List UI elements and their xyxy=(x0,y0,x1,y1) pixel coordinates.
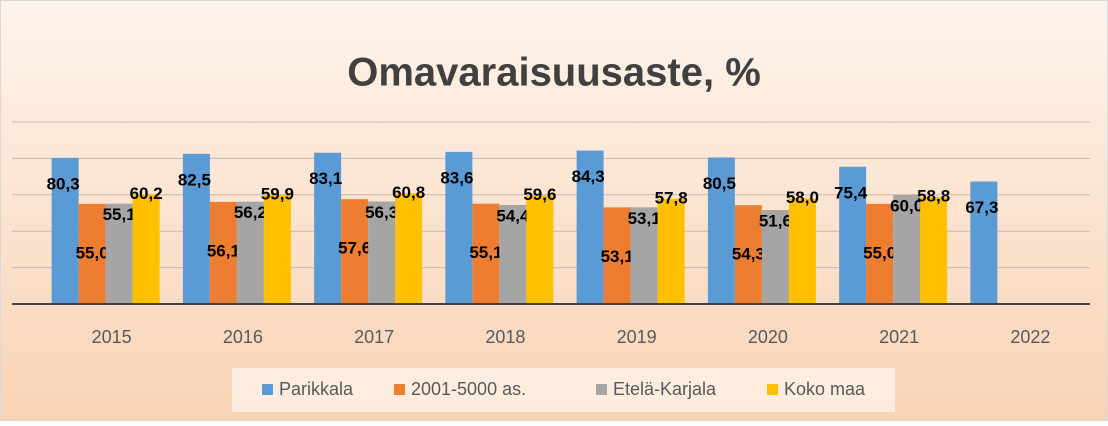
x-tick-label: 2019 xyxy=(617,327,657,347)
data-label: 55,1 xyxy=(469,243,502,262)
bar xyxy=(499,204,527,304)
bar xyxy=(603,207,631,304)
data-label: 56,2 xyxy=(234,203,267,222)
data-label: 83,6 xyxy=(440,168,473,187)
bar xyxy=(920,196,948,304)
data-label: 82,5 xyxy=(178,170,211,189)
bar xyxy=(263,194,291,304)
data-label: 58,8 xyxy=(917,186,950,205)
x-tick-label: 2017 xyxy=(354,327,394,347)
data-label: 58,0 xyxy=(786,188,819,207)
bar xyxy=(368,201,396,304)
data-label: 55,1 xyxy=(103,205,136,224)
bar xyxy=(788,198,816,304)
data-label: 60,8 xyxy=(392,183,425,202)
x-tick-label: 2018 xyxy=(485,327,525,347)
data-label: 60,0 xyxy=(890,196,923,215)
bar xyxy=(707,157,735,304)
bar xyxy=(630,207,658,304)
bar xyxy=(182,153,210,304)
bar xyxy=(576,150,604,304)
data-label: 54,3 xyxy=(732,245,765,264)
bar xyxy=(893,194,921,304)
legend-swatch xyxy=(596,384,607,395)
legend-swatch xyxy=(262,384,273,395)
bar xyxy=(970,181,998,304)
data-label: 75,4 xyxy=(834,183,868,202)
bar xyxy=(472,203,500,304)
bar xyxy=(657,198,685,304)
data-label: 67,3 xyxy=(965,198,998,217)
data-label: 51,6 xyxy=(759,212,792,231)
bar xyxy=(105,203,133,304)
legend-label: 2001-5000 as. xyxy=(411,379,526,399)
data-label: 60,2 xyxy=(130,184,163,203)
data-label: 56,3 xyxy=(365,203,398,222)
bar xyxy=(236,201,264,304)
data-label: 55,0 xyxy=(863,243,896,262)
data-label: 59,9 xyxy=(261,184,294,203)
data-label: 59,6 xyxy=(523,185,556,204)
data-label: 57,8 xyxy=(655,188,688,207)
x-tick-label: 2021 xyxy=(879,327,919,347)
bar xyxy=(132,194,160,304)
bar xyxy=(395,193,423,304)
data-label: 54,4 xyxy=(496,206,530,225)
data-label: 55,0 xyxy=(76,243,109,262)
bar xyxy=(341,199,369,304)
data-label: 80,3 xyxy=(47,174,80,193)
data-label: 80,5 xyxy=(703,174,736,193)
data-label: 57,6 xyxy=(338,239,371,258)
bar xyxy=(734,205,762,304)
bar xyxy=(445,151,473,304)
legend-swatch xyxy=(394,384,405,395)
legend-swatch xyxy=(767,384,778,395)
data-label: 83,1 xyxy=(309,169,342,188)
bar xyxy=(209,201,237,304)
data-label: 84,3 xyxy=(572,167,605,186)
bar xyxy=(51,157,79,304)
chart-title: Omavaraisuusaste, % xyxy=(347,51,761,95)
data-label: 56,1 xyxy=(207,241,240,260)
bar xyxy=(526,195,554,304)
x-tick-label: 2020 xyxy=(748,327,788,347)
legend-label: Parikkala xyxy=(279,379,354,399)
x-tick-label: 2016 xyxy=(223,327,263,347)
bar xyxy=(761,210,789,304)
bar xyxy=(314,152,342,304)
bar xyxy=(839,166,867,304)
data-label: 53,1 xyxy=(628,209,661,228)
x-tick-label: 2015 xyxy=(92,327,132,347)
legend-label: Etelä-Karjala xyxy=(613,379,717,399)
data-label: 53,1 xyxy=(601,247,634,266)
legend-label: Koko maa xyxy=(784,379,866,399)
bar xyxy=(866,203,894,304)
legend-box xyxy=(232,368,895,412)
x-tick-label: 2022 xyxy=(1010,327,1050,347)
bar xyxy=(78,203,106,304)
